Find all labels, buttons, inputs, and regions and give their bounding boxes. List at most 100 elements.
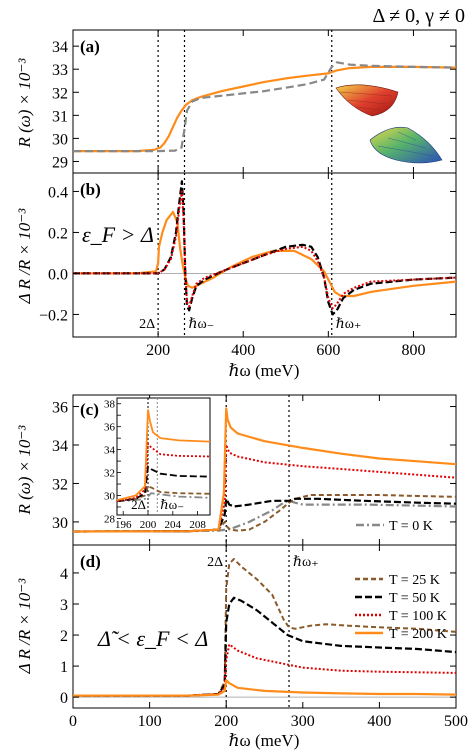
panel-d-xtick-label-4: 400 (367, 713, 391, 730)
panel-d-content: 0 1 2 3 4 0 100 200 300 400 500 2Δ ℏω₊ (60, 545, 468, 730)
panel-a-content: 29 30 31 32 33 34 (52, 30, 457, 173)
panel-b: −0.2 0.0 0.2 0.4 200 400 600 800 2Δ ℏω₋ ℏω₊ (b) Δ … (15, 172, 457, 380)
inset-xtick-label-1: 200 (140, 519, 157, 531)
legend-t25-label: T = 25 K (389, 573, 440, 588)
panel-b-vline-label-0: 2Δ (139, 317, 155, 332)
panel-c-label: (c) (80, 400, 99, 419)
inset-xtick-label-3: 208 (189, 519, 206, 531)
inset-xtick-label-2: 204 (165, 519, 182, 531)
panel-a-ytick-label-4: 33 (52, 62, 68, 79)
inset-ytick-label-10: 38 (104, 399, 116, 411)
inset-ytick-label-8: 36 (104, 422, 116, 434)
panel-b-label: (b) (80, 180, 101, 199)
panel-c-series-t-50-k (72, 497, 457, 533)
inset-xtick-label-0: 196 (115, 519, 132, 531)
inset-series-T200 (116, 409, 211, 501)
inset-series-T100 (116, 441, 211, 503)
panel-a-ytick-label-3: 32 (52, 85, 68, 102)
inset-ytick-label-0: 28 (104, 513, 116, 525)
panel-d-xtick-label-2: 200 (214, 713, 238, 730)
inset-ytick-label-2: 30 (104, 491, 116, 503)
panel-b-xtick-label-3: 800 (401, 342, 425, 359)
panel-d: 0 1 2 3 4 0 100 200 300 400 500 2Δ ℏω₊ (d) Δ R /R × … (15, 544, 468, 750)
legend-t0-entry: T = 0 K (356, 519, 433, 534)
panel-b-ytick-label-2: 0.2 (48, 225, 68, 242)
inset-chart: 28 30 32 34 36 38 196 200 204 208 2Δ ℏω₋ (104, 397, 211, 531)
panel-d-ytick-label-1: 1 (60, 659, 68, 676)
panel-c-series-t-200-k (72, 407, 457, 533)
panel-a-label: (a) (80, 37, 100, 56)
panel-a-ylabel: R (ω) × 10⁻³ (15, 58, 34, 149)
panel-b-content: −0.2 0.0 0.2 0.4 200 400 600 800 2Δ ℏω₋ ℏω₊ (39, 173, 457, 359)
band-surface-blue (369, 126, 443, 164)
condition-header: Δ ≠ 0, γ ≠ 0 (372, 5, 465, 27)
panel-a-ytick-label-1: 30 (52, 131, 68, 148)
panel-b-xtick-label-0: 200 (146, 342, 170, 359)
panel-d-ytick-label-2: 2 (60, 628, 68, 645)
panel-b-ytick-label-3: 0.4 (48, 184, 68, 201)
panel-d-ytick-label-4: 4 (60, 566, 68, 583)
inset-series-T0 (116, 492, 211, 503)
panel-c-series-t-0-k (72, 499, 457, 533)
panel-c-series-t-25-k (72, 494, 457, 533)
panel-a: 29 30 31 32 33 34 (a) R (ω) × 10⁻³ (15, 29, 457, 174)
panel-a-series-0-orange-solid (73, 65, 457, 153)
panel-c-ytick-label-0: 30 (52, 515, 68, 532)
inset-ytick-label-6: 34 (104, 445, 116, 457)
panel-d-series-t-50-k (73, 596, 457, 697)
panel-b-xtick-label-1: 400 (231, 342, 255, 359)
legend-t100-entry: T = 100 K (355, 609, 447, 624)
panel-d-xtick-label-0: 0 (69, 713, 77, 730)
inset-vline-label-0: 2Δ (131, 497, 146, 512)
legend-t200-label: T = 200 K (389, 627, 447, 642)
legend-t50-entry: T = 50 K (355, 591, 440, 606)
panel-d-annotation: Δ̃ < ε_F < Δ (97, 626, 208, 651)
panel-d-label: (d) (80, 552, 101, 571)
panel-b-frame (72, 172, 457, 338)
panel-c-ytick-label-1: 32 (52, 476, 68, 493)
panel-d-series-t-25-k (73, 558, 457, 697)
panel-d-vline-label-0: 2Δ (207, 555, 223, 570)
panel-d-xtick-label-1: 100 (138, 713, 162, 730)
inset-vline-label-1: ℏω₋ (160, 497, 184, 512)
panel-d-series-t-200-k (73, 678, 457, 697)
panel-b-annotation: ε_F > Δ (82, 222, 154, 247)
legend-t0-label: T = 0 K (389, 519, 433, 534)
inset-ytick-label-4: 32 (104, 468, 115, 480)
legend-t25-entry: T = 25 K (355, 573, 440, 588)
legend-t50-label: T = 50 K (389, 591, 440, 606)
panel-a-ytick-label-0: 29 (52, 154, 68, 171)
panel-b-series-2-red-dotted (73, 190, 457, 310)
panel-a-series-1-gray-dashed (73, 61, 457, 153)
panel-d-vline-label-1: ℏω₊ (293, 555, 319, 570)
panel-c-ylabel: R (ω) × 10⁻³ (15, 425, 34, 516)
panel-b-xlabel: ℏω (meV) (229, 361, 300, 380)
panel-c-ytick-label-3: 36 (52, 400, 68, 417)
panel-b-xtick-label-2: 600 (316, 342, 340, 359)
panel-b-vline-label-1: ℏω₋ (188, 317, 214, 332)
inset-series-T50 (116, 465, 211, 503)
panel-a-ytick-label-5: 34 (52, 39, 68, 56)
panel-d-ytick-label-3: 3 (60, 597, 68, 614)
panel-d-xtick-label-3: 300 (291, 713, 315, 730)
inset-content: 28 30 32 34 36 38 196 200 204 208 2Δ ℏω₋ (104, 398, 211, 531)
panel-d-frame (72, 544, 457, 709)
panel-c-content: 30 32 34 36 (52, 395, 457, 545)
legend-t100-label: T = 100 K (389, 609, 447, 624)
panel-d-xlabel: ℏω (meV) (229, 731, 300, 750)
band-surface-red (335, 84, 399, 117)
panel-b-ylabel: Δ R /R × 10⁻³ (15, 208, 34, 305)
panel-b-ytick-label-0: −0.2 (39, 307, 68, 324)
panel-d-xtick-label-5: 500 (444, 713, 468, 730)
panel-c: 30 32 34 36 (c) R (ω) × 10⁻³ 28 30 32 34 36 38 19… (15, 394, 457, 546)
panel-b-vline-label-2: ℏω₊ (336, 317, 362, 332)
panel-d-ylabel: Δ R /R × 10⁻³ (15, 578, 34, 675)
panel-d-series-t-100-k (73, 643, 457, 697)
legend-t200-entry: T = 200 K (355, 627, 447, 642)
panel-a-ytick-label-2: 31 (52, 108, 68, 125)
legend-box: T = 25 K T = 50 K T = 100 K T = 200 K (355, 573, 447, 642)
panel-b-ytick-label-1: 0.0 (48, 266, 68, 283)
panel-d-ytick-label-0: 0 (60, 690, 68, 707)
panel-c-ytick-label-2: 34 (52, 438, 68, 455)
